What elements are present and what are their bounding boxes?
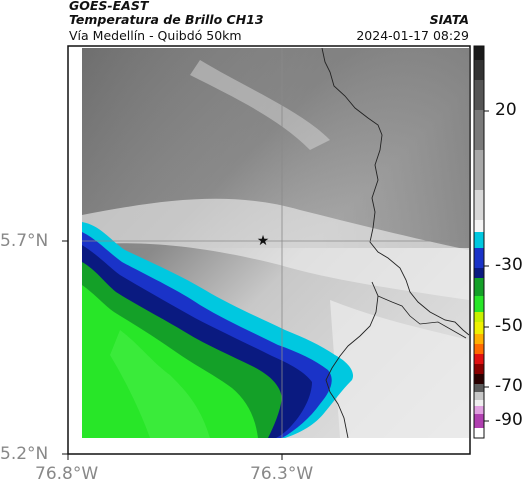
colorbar-segment <box>474 364 484 374</box>
lat-tick-2: 5.2°N <box>0 444 49 464</box>
title-org: SIATA <box>429 12 469 27</box>
colorbar-tick-minus30: -30 <box>495 255 523 275</box>
colorbar-segment <box>474 150 484 190</box>
colorbar-tick-minus50: -50 <box>495 316 523 336</box>
colorbar-segment <box>474 334 484 344</box>
title-datetime: 2024-01-17 08:29 <box>356 28 469 43</box>
colorbar-segment <box>474 80 484 110</box>
border-line-3 <box>377 295 467 339</box>
colorbar-segment <box>474 278 484 296</box>
colorbar <box>473 45 489 439</box>
colorbar-segment <box>474 414 484 428</box>
border-line-2 <box>325 281 379 438</box>
lat-tick-1: 5.7°N <box>0 231 49 251</box>
colorbar-segment <box>474 46 484 60</box>
colorbar-segment <box>474 428 484 438</box>
colorbar-segment <box>474 220 484 232</box>
colorbar-segment <box>474 232 484 248</box>
lon-tick-1: 76.8°W <box>35 464 99 484</box>
title-product: Temperatura de Brillo CH13 <box>69 12 264 27</box>
colorbar-segment <box>474 248 484 268</box>
colorbar-segment <box>474 190 484 220</box>
colorbar-segment <box>474 400 484 406</box>
cloud-green <box>82 285 258 438</box>
colorbar-segment <box>474 392 484 400</box>
colorbar-segment <box>474 268 484 278</box>
title-route: Vía Medellín - Quibdó 50km <box>69 28 242 43</box>
colorbar-segment <box>474 322 484 334</box>
title-satellite: GOES-EAST <box>69 0 149 13</box>
colorbar-segment <box>474 384 484 392</box>
colorbar-frame <box>473 45 485 439</box>
colorbar-segment <box>474 296 484 312</box>
colorbar-tick-20: 20 <box>495 100 517 120</box>
lon-tick-2: 76.3°W <box>250 464 314 484</box>
colorbar-segment <box>474 344 484 354</box>
colorbar-segment <box>474 110 484 150</box>
colorbar-segment <box>474 60 484 80</box>
colorbar-tick-minus90: -90 <box>495 410 523 430</box>
colorbar-segment <box>474 374 484 384</box>
colorbar-segment <box>474 406 484 414</box>
map-image <box>82 48 469 438</box>
colorbar-tick-minus70: -70 <box>495 376 523 396</box>
border-line <box>321 48 469 336</box>
colorbar-segment <box>474 312 484 322</box>
location-star-icon: ★ <box>257 233 270 249</box>
colorbar-segment <box>474 354 484 364</box>
